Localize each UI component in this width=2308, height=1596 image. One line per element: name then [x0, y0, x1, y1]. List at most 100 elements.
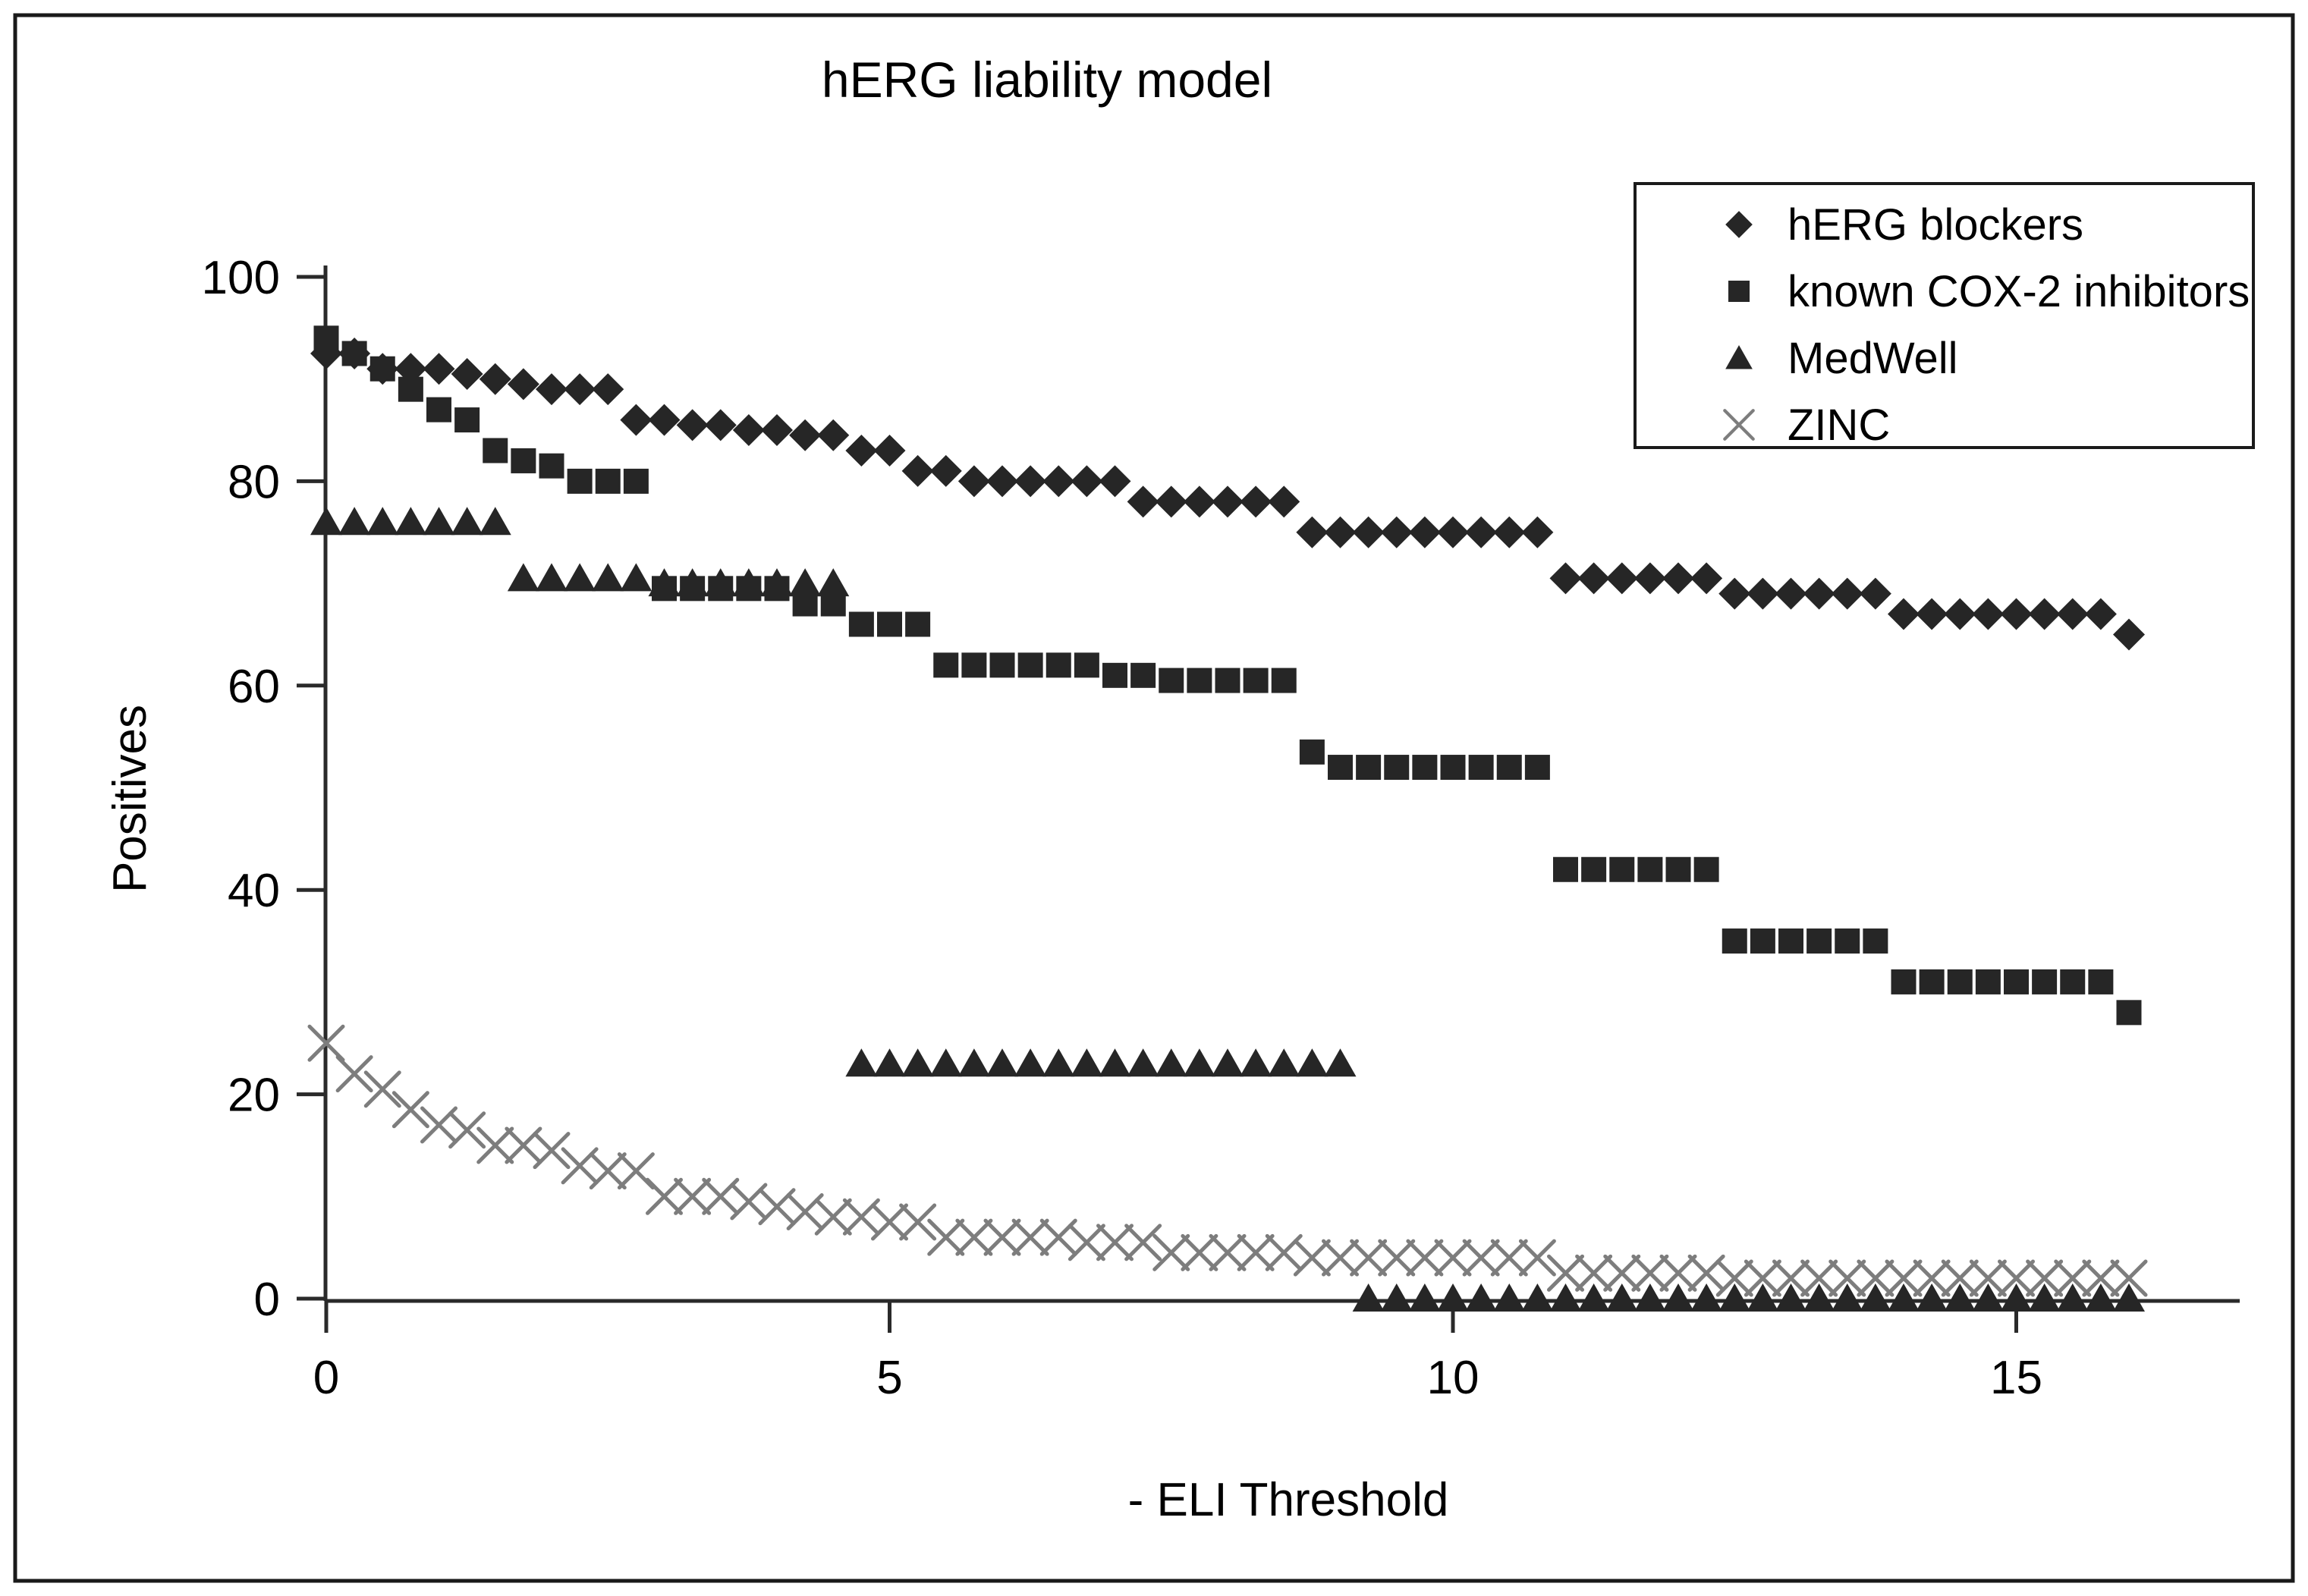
triangle-marker-icon: [1183, 1048, 1215, 1077]
x-marker-icon: [1998, 1259, 2035, 1297]
diamond-marker-icon: [1718, 577, 1751, 610]
x-marker-icon: [1406, 1239, 1444, 1277]
x-marker-icon: [1237, 1233, 1275, 1271]
x-tick-label: 0: [313, 1352, 339, 1404]
square-marker-icon: [483, 438, 508, 463]
x-marker-icon: [391, 1091, 429, 1129]
square-marker-icon: [2116, 1000, 2142, 1026]
x-marker-icon: [2026, 1259, 2064, 1297]
series-triangle: [310, 507, 2145, 1312]
square-marker-icon: [2088, 969, 2114, 994]
square-marker-icon: [595, 468, 621, 494]
diamond-marker-icon: [1380, 516, 1413, 548]
y-tick-label: 80: [228, 456, 280, 508]
x-marker-icon: [1857, 1259, 1895, 1297]
diamond-marker-icon: [1155, 485, 1187, 518]
diamond-marker-icon: [732, 414, 765, 447]
triangle-marker-icon: [1240, 1048, 1272, 1077]
legend-item-label: ZINC: [1788, 401, 1890, 450]
diamond-marker-icon: [676, 409, 709, 441]
x-marker-icon: [2082, 1259, 2120, 1297]
legend-triangle-icon: [1725, 345, 1753, 369]
square-marker-icon: [1017, 652, 1043, 678]
x-marker-icon: [1068, 1224, 1105, 1261]
diamond-marker-icon: [1324, 516, 1357, 548]
square-marker-icon: [1806, 928, 1832, 954]
square-marker-icon: [1778, 928, 1803, 954]
triangle-marker-icon: [1014, 1048, 1047, 1077]
triangle-marker-icon: [1465, 1283, 1498, 1312]
triangle-marker-icon: [929, 1048, 962, 1077]
diamond-marker-icon: [1437, 516, 1469, 548]
triangle-marker-icon: [1268, 1048, 1300, 1077]
diamond-marker-icon: [620, 404, 652, 436]
y-axis-label: Positives: [104, 705, 156, 893]
diamond-marker-icon: [1690, 562, 1723, 595]
x-marker-icon: [899, 1203, 937, 1241]
diamond-marker-icon: [1747, 577, 1779, 610]
triangle-marker-icon: [1408, 1283, 1441, 1312]
diamond-marker-icon: [2000, 598, 2033, 630]
x-marker-icon: [1969, 1259, 2007, 1297]
x-marker-icon: [1096, 1224, 1134, 1261]
square-marker-icon: [2060, 969, 2086, 994]
square-marker-icon: [1243, 668, 1269, 693]
square-marker-icon: [2004, 969, 2029, 994]
diamond-marker-icon: [986, 465, 1018, 498]
x-marker-icon: [1293, 1239, 1331, 1277]
triangle-marker-icon: [789, 568, 822, 597]
square-marker-icon: [369, 356, 395, 382]
square-marker-icon: [567, 468, 593, 494]
x-marker-icon: [1800, 1259, 1838, 1297]
x-marker-icon: [983, 1218, 1021, 1256]
square-marker-icon: [1412, 755, 1438, 781]
triangle-marker-icon: [957, 1048, 990, 1077]
square-marker-icon: [1440, 755, 1466, 781]
square-marker-icon: [1975, 969, 2001, 994]
diamond-marker-icon: [1183, 485, 1215, 518]
diamond-marker-icon: [957, 465, 990, 498]
diamond-marker-icon: [479, 363, 511, 395]
diamond-marker-icon: [873, 434, 906, 467]
triangle-marker-icon: [536, 563, 568, 592]
triangle-marker-icon: [1212, 1048, 1244, 1077]
x-marker-icon: [1631, 1254, 1669, 1292]
triangle-marker-icon: [1549, 1283, 1582, 1312]
triangle-marker-icon: [592, 563, 624, 592]
square-marker-icon: [848, 611, 874, 637]
square-marker-icon: [1187, 668, 1212, 693]
diamond-marker-icon: [564, 373, 596, 406]
square-marker-icon: [1863, 928, 1888, 954]
triangle-marker-icon: [1521, 1283, 1554, 1312]
square-marker-icon: [1328, 755, 1353, 781]
triangle-marker-icon: [901, 1048, 934, 1077]
square-marker-icon: [1665, 856, 1691, 882]
diamond-marker-icon: [1268, 485, 1300, 518]
y-tick-label: 60: [228, 661, 280, 713]
square-marker-icon: [1835, 928, 1860, 954]
diamond-marker-icon: [2113, 618, 2145, 651]
square-marker-icon: [1581, 856, 1607, 882]
x-marker-icon: [871, 1203, 908, 1241]
diamond-marker-icon: [761, 414, 793, 447]
legend-x-icon: [1723, 409, 1755, 441]
square-marker-icon: [1553, 856, 1578, 882]
diamond-marker-icon: [1352, 516, 1385, 548]
triangle-marker-icon: [1718, 1283, 1751, 1312]
square-marker-icon: [1159, 668, 1184, 693]
y-tick-label: 100: [202, 252, 280, 304]
x-tick-label: 10: [1427, 1352, 1479, 1404]
x-marker-icon: [1378, 1239, 1416, 1277]
x-marker-icon: [448, 1111, 486, 1149]
triangle-marker-icon: [1690, 1283, 1723, 1312]
x-marker-icon: [1011, 1218, 1049, 1256]
diamond-marker-icon: [423, 353, 455, 385]
x-marker-icon: [2054, 1259, 2092, 1297]
diamond-marker-icon: [648, 404, 681, 436]
chart-title: hERG liability model: [822, 52, 1272, 108]
triangle-marker-icon: [648, 568, 681, 597]
square-marker-icon: [1074, 652, 1099, 678]
diamond-marker-icon: [1888, 598, 1920, 630]
square-marker-icon: [989, 652, 1015, 678]
